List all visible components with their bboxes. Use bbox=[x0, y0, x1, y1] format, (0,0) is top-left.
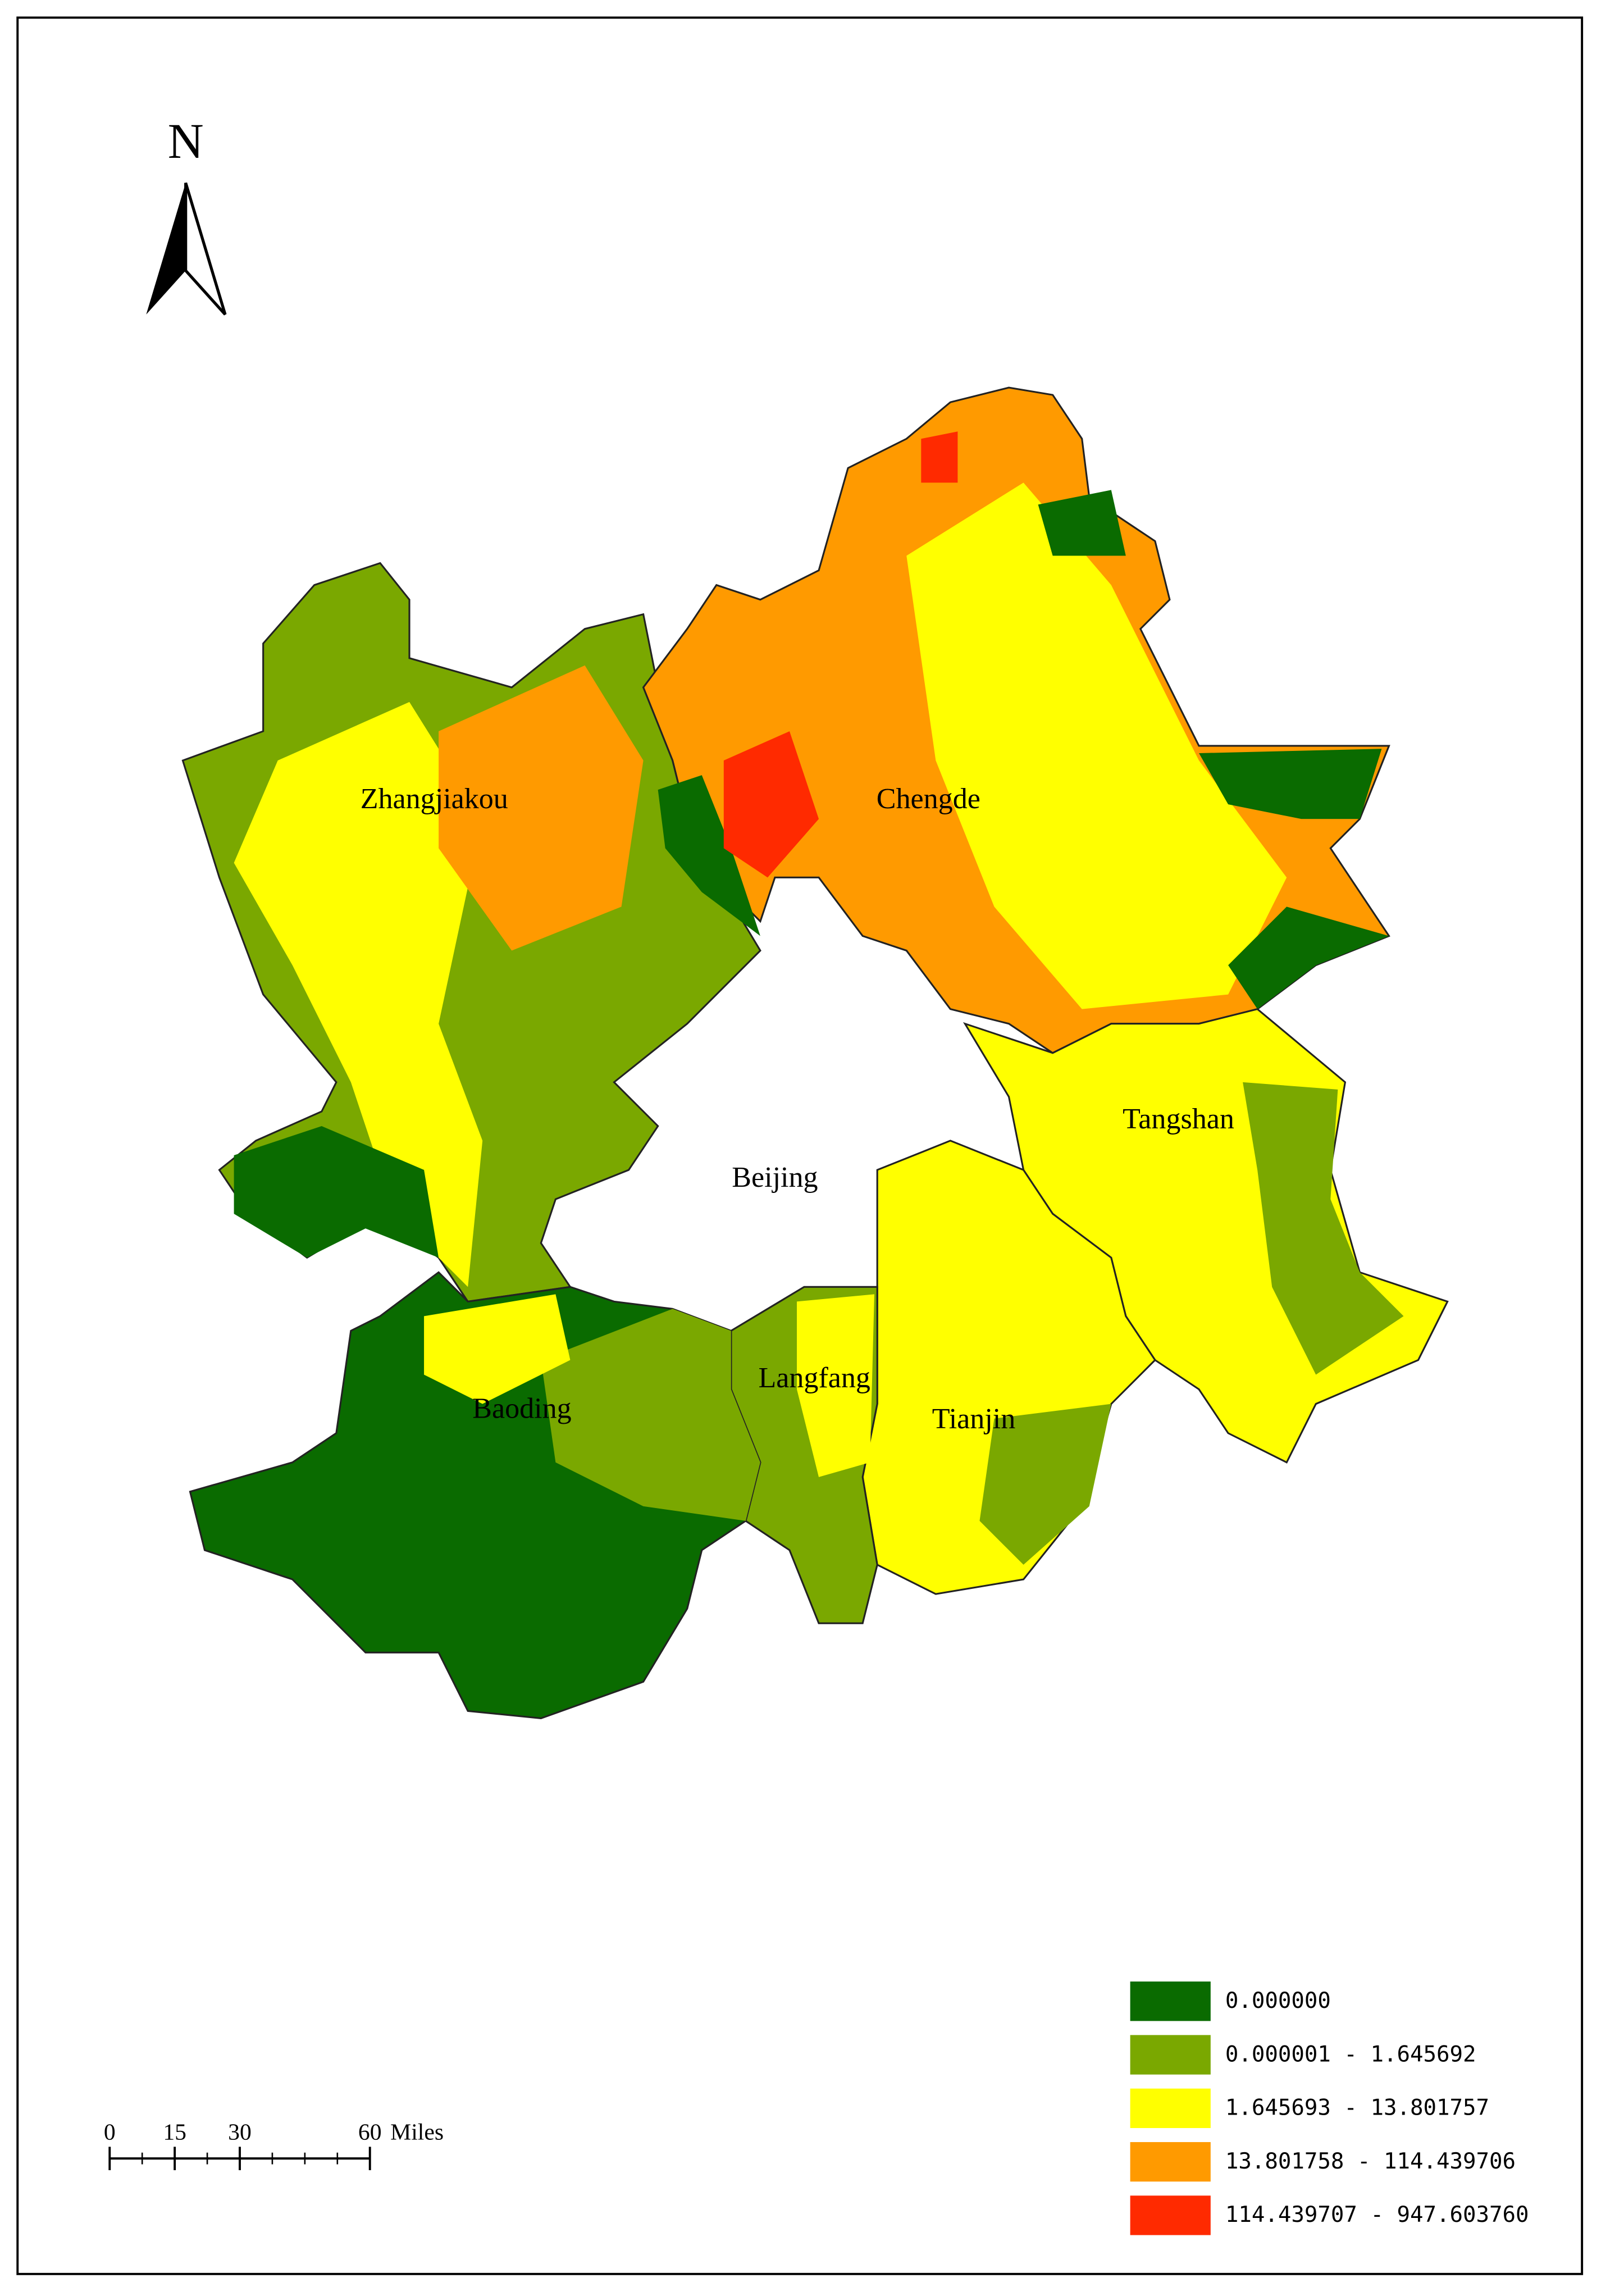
city-label: Tianjin bbox=[932, 1403, 1016, 1435]
city-label: Beijing bbox=[732, 1161, 818, 1193]
scale-label: 15 bbox=[163, 2119, 186, 2145]
patch bbox=[234, 1126, 439, 1258]
scale-label: 30 bbox=[228, 2119, 252, 2145]
patch bbox=[1243, 1082, 1404, 1375]
legend-label: 13.801758 - 114.439706 bbox=[1225, 2149, 1516, 2174]
legend-label: 0.000001 - 1.645692 bbox=[1225, 2042, 1476, 2067]
city-label: Zhangjiakou bbox=[361, 783, 508, 815]
legend-swatch bbox=[1130, 2088, 1211, 2128]
patch bbox=[424, 1294, 571, 1404]
patch bbox=[796, 1294, 874, 1477]
patch bbox=[921, 431, 958, 483]
scale-label: 60 bbox=[358, 2119, 382, 2145]
city-label: Chengde bbox=[877, 783, 980, 815]
scale-unit: Miles bbox=[390, 2119, 444, 2145]
patch bbox=[1198, 749, 1382, 819]
legend-label: 114.439707 - 947.603760 bbox=[1225, 2202, 1529, 2227]
patch bbox=[541, 1309, 760, 1521]
legend-swatch bbox=[1130, 1981, 1211, 2021]
legend: 0.000000 0.000001 - 1.645692 1.645693 - 13… bbox=[1130, 1981, 1529, 2235]
patch bbox=[439, 665, 644, 951]
city-label: Baoding bbox=[472, 1393, 571, 1425]
legend-swatch bbox=[1130, 2142, 1211, 2182]
patch bbox=[723, 731, 819, 878]
legend-swatch bbox=[1130, 2035, 1211, 2075]
patch bbox=[658, 775, 760, 936]
city-label: Tangshan bbox=[1123, 1103, 1234, 1135]
north-arrow-right bbox=[184, 182, 227, 316]
legend-swatch bbox=[1130, 2195, 1211, 2235]
patch bbox=[1038, 490, 1126, 556]
patch bbox=[1228, 906, 1389, 1009]
legend-label: 0.000000 bbox=[1225, 1988, 1331, 2013]
patch bbox=[979, 1404, 1111, 1565]
patch bbox=[906, 482, 1287, 1009]
legend-label: 1.645693 - 13.801757 bbox=[1225, 2095, 1489, 2121]
north-label: N bbox=[168, 114, 204, 169]
city-label: Langfang bbox=[758, 1362, 870, 1394]
patch bbox=[234, 701, 483, 1287]
scale-bar: 0 15 30 60 Miles bbox=[104, 2119, 444, 2170]
scale-label: 0 bbox=[104, 2119, 116, 2145]
